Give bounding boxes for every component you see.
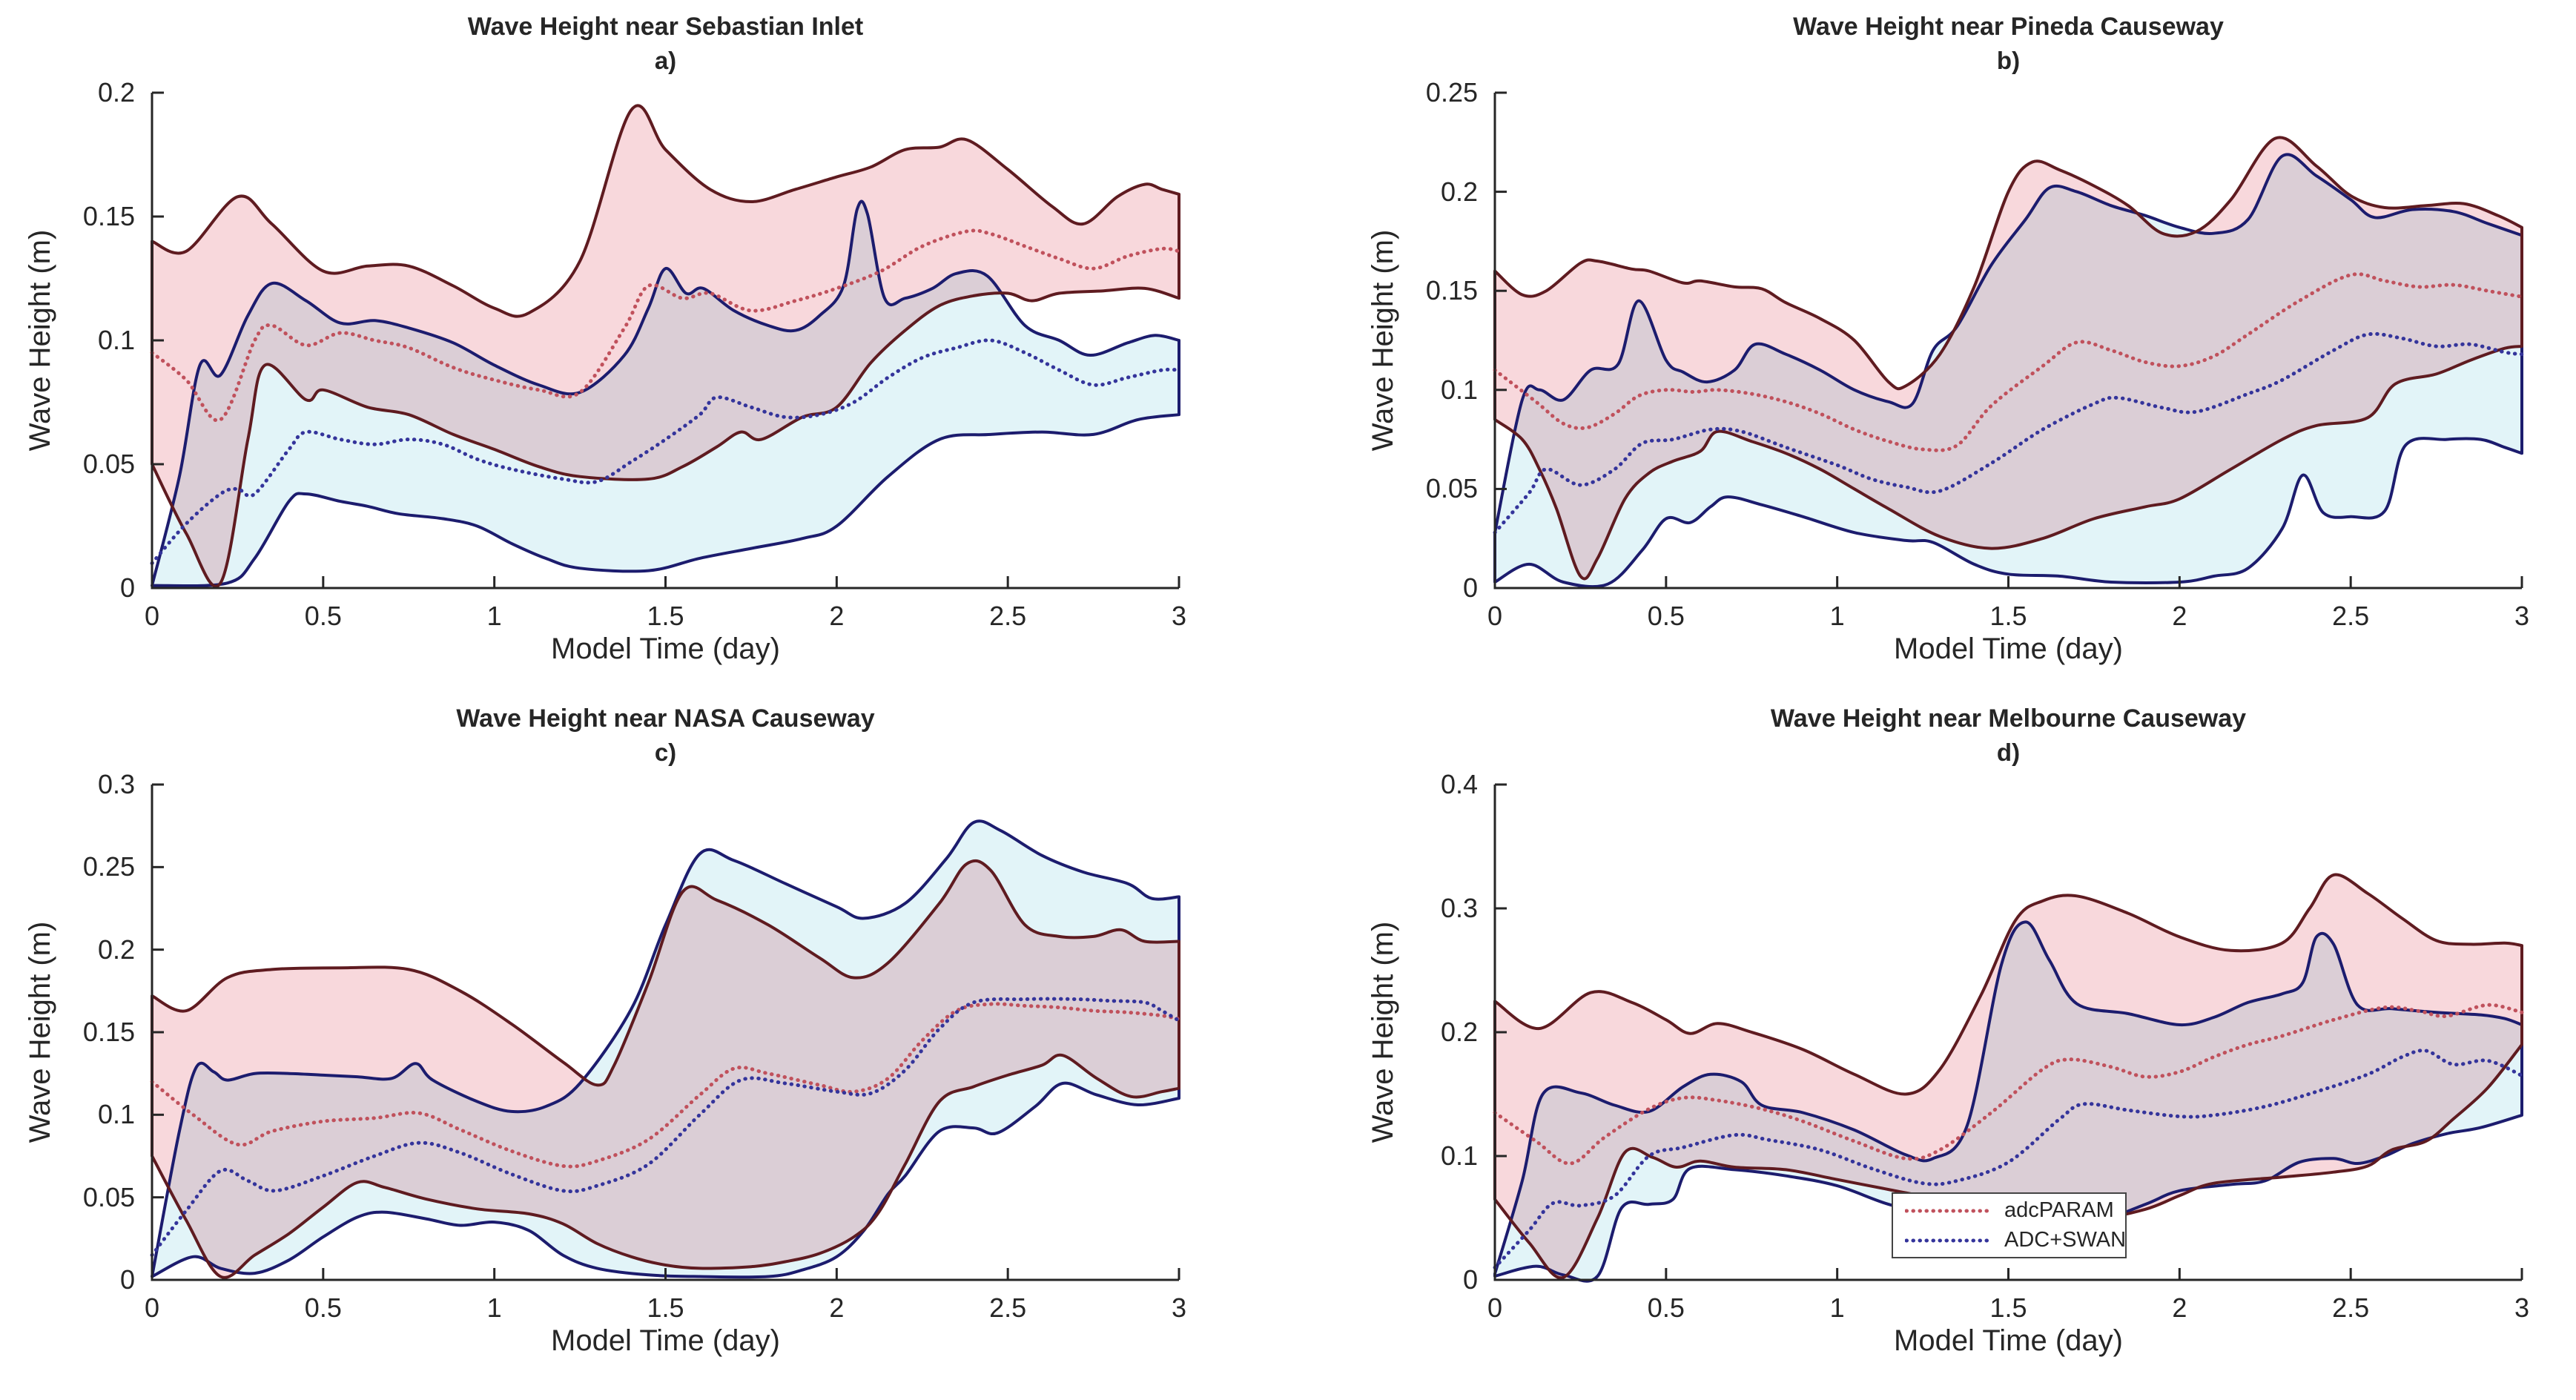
panel-b-xtick-6: 3 <box>2514 601 2530 631</box>
legend: adcPARAM ADC+SWAN <box>1892 1192 2127 1258</box>
panel-d-ytick-3: 0.3 <box>1440 893 1478 923</box>
panel-d-xtick-5: 2.5 <box>2332 1292 2370 1323</box>
panel-a-ytick-2: 0.1 <box>97 325 135 355</box>
panel-a-adcPARAM-range-fill <box>152 105 1179 587</box>
panel-a-xtick-6: 3 <box>1171 601 1187 631</box>
panel-c-xtick-4: 2 <box>829 1292 845 1323</box>
panel-c-ytick-2: 0.1 <box>97 1099 135 1130</box>
panel-b-xtick-5: 2.5 <box>2332 601 2370 631</box>
panel-a-mean-ADC+SWAN <box>150 338 1181 566</box>
panel-c-adcPARAM-range-fill <box>152 860 1179 1278</box>
panel-b-subtitle: b) <box>1996 47 2021 74</box>
panel-b-xtick-0: 0 <box>1487 601 1503 631</box>
panel-b <box>1493 91 2524 590</box>
panel-d-xtick-2: 1 <box>1829 1292 1845 1323</box>
panel-d-ytick-2: 0.2 <box>1440 1017 1478 1047</box>
panel-b-xlabel: Model Time (day) <box>1894 633 2123 665</box>
panel-a-ytick-4: 0.2 <box>97 77 135 108</box>
panel-b-adcPARAM-range-fill <box>1495 137 2522 579</box>
panel-c-ytick-0: 0 <box>119 1264 135 1295</box>
panel-a-xlabel: Model Time (day) <box>551 633 780 665</box>
panel-a-xtick-4: 2 <box>829 601 845 631</box>
legend-row-0: adcPARAM <box>1893 1196 2125 1226</box>
panel-a-xtick-3: 1.5 <box>647 601 684 631</box>
panel-c-xtick-3: 1.5 <box>647 1292 684 1323</box>
panel-b-mean-ADC+SWAN <box>1493 331 2524 535</box>
panel-b-ytick-1: 0.05 <box>1425 473 1478 504</box>
panel-a-ytick-0: 0 <box>119 572 135 603</box>
panel-a-ADC+SWAN-range-outline <box>151 199 1180 588</box>
panel-c-ylabel: Wave Height (m) <box>24 921 56 1143</box>
panel-c-title: Wave Height near NASA Causeway <box>456 704 875 733</box>
panel-d-subtitle: d) <box>1996 739 2021 766</box>
panel-b-title: Wave Height near Pineda Causeway <box>1793 13 2224 41</box>
panel-b-mean-adcPARAM <box>1493 272 2524 452</box>
panel-d-adcPARAM-range-outline <box>1493 873 2523 1280</box>
panel-c-adcPARAM-range-outline <box>151 859 1180 1279</box>
panel-b-xtick-1: 0.5 <box>1647 601 1685 631</box>
panel-a-ylabel: Wave Height (m) <box>24 229 56 452</box>
panel-a-ytick-1: 0.05 <box>82 449 135 479</box>
panel-b-ytick-3: 0.15 <box>1425 275 1478 306</box>
panel-c-subtitle: c) <box>654 739 677 766</box>
panel-d-ytick-4: 0.4 <box>1440 769 1478 799</box>
legend-row-1: ADC+SWAN <box>1893 1226 2127 1255</box>
panel-c-ytick-1: 0.05 <box>82 1181 135 1212</box>
panel-a <box>150 91 1181 590</box>
panel-d-mean-ADC+SWAN <box>1493 1049 2524 1269</box>
panel-a-xtick-0: 0 <box>144 601 160 631</box>
panel-a-mean-adcPARAM <box>150 228 1181 423</box>
panel-c-xtick-1: 0.5 <box>304 1292 342 1323</box>
panel-c-xtick-2: 1 <box>486 1292 502 1323</box>
panel-c-ytick-5: 0.25 <box>82 851 135 882</box>
panel-a-xtick-5: 2.5 <box>989 601 1027 631</box>
panel-a-subtitle: a) <box>654 47 677 74</box>
panel-c-xlabel: Model Time (day) <box>551 1324 780 1357</box>
panel-d-ADC+SWAN-range-outline <box>1493 920 2523 1283</box>
panel-b-adcPARAM-range-outline <box>1493 136 2523 581</box>
panel-c-xtick-6: 3 <box>1171 1292 1187 1323</box>
panel-d-xtick-3: 1.5 <box>1989 1292 2027 1323</box>
panel-b-ytick-4: 0.2 <box>1440 176 1478 207</box>
panel-b-xtick-3: 1.5 <box>1989 601 2027 631</box>
panel-d-xtick-6: 3 <box>2514 1292 2530 1323</box>
legend-label-0: adcPARAM <box>2004 1198 2114 1222</box>
legend-dotted-line-sample-1 <box>1905 1238 1994 1242</box>
panel-d-title: Wave Height near Melbourne Causeway <box>1770 704 2247 733</box>
panel-a-title: Wave Height near Sebastian Inlet <box>467 13 864 41</box>
panel-d-ytick-0: 0 <box>1462 1264 1478 1295</box>
panel-b-ytick-2: 0.1 <box>1440 374 1478 405</box>
panel-a-adcPARAM-range-outline <box>151 104 1180 588</box>
panel-b-ADC+SWAN-range-outline <box>1493 153 2523 589</box>
panel-c-mean-ADC+SWAN <box>150 997 1181 1258</box>
panel-c-ytick-4: 0.2 <box>97 934 135 965</box>
panel-b-ylabel: Wave Height (m) <box>1367 229 1399 452</box>
panel-d-ytick-1: 0.1 <box>1440 1140 1478 1171</box>
panel-d <box>1493 783 2524 1283</box>
panel-d-xtick-1: 0.5 <box>1647 1292 1685 1323</box>
panel-c-xtick-0: 0 <box>144 1292 160 1323</box>
panel-c-ytick-3: 0.15 <box>82 1017 135 1047</box>
panel-b-ytick-0: 0 <box>1462 572 1478 603</box>
panel-b-xtick-2: 1 <box>1829 601 1845 631</box>
panel-c-xtick-5: 2.5 <box>989 1292 1027 1323</box>
panel-a-xtick-1: 0.5 <box>304 601 342 631</box>
legend-dotted-line-sample-0 <box>1905 1209 1994 1212</box>
panel-c-ADC+SWAN-range-outline <box>151 819 1180 1279</box>
panel-a-ytick-3: 0.15 <box>82 201 135 231</box>
panel-a-xtick-2: 1 <box>486 601 502 631</box>
panel-d-xlabel: Model Time (day) <box>1894 1324 2123 1357</box>
panel-d-xtick-0: 0 <box>1487 1292 1503 1323</box>
legend-label-1: ADC+SWAN <box>2004 1228 2127 1252</box>
panel-b-ytick-5: 0.25 <box>1425 77 1478 108</box>
panel-c-ytick-6: 0.3 <box>97 769 135 799</box>
panel-d-ylabel: Wave Height (m) <box>1367 921 1399 1143</box>
panel-c <box>150 783 1181 1281</box>
panel-d-xtick-4: 2 <box>2172 1292 2187 1323</box>
panel-b-xtick-4: 2 <box>2172 601 2187 631</box>
